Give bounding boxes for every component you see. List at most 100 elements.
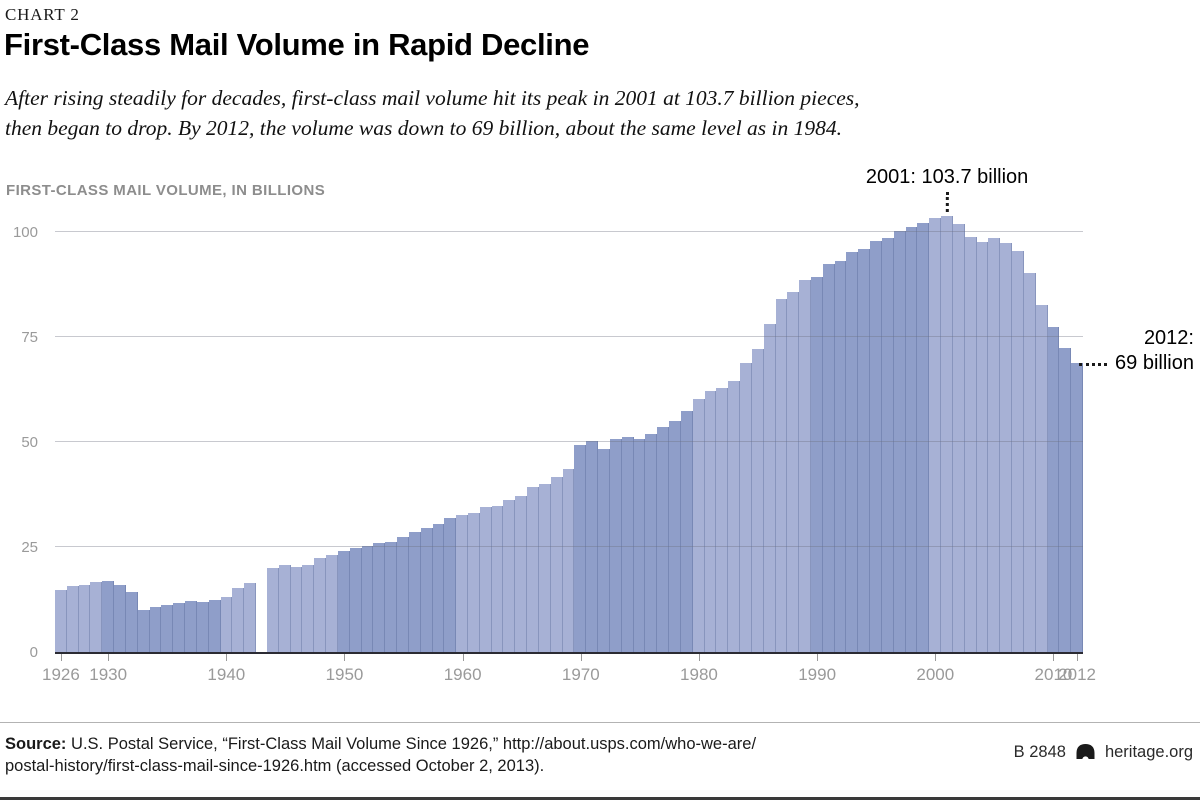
x-tick-2010 (1053, 654, 1055, 661)
bar-1933 (137, 610, 150, 652)
bar-1964 (503, 499, 516, 652)
bar-1952 (361, 545, 374, 652)
bar-2012 (1071, 363, 1084, 652)
x-tick-label-2000: 2000 (916, 665, 955, 684)
bar-2000 (929, 218, 942, 652)
bar-2006 (1000, 242, 1013, 652)
bar-1927 (66, 586, 79, 652)
bar-1931 (114, 584, 126, 652)
bar-1983 (728, 381, 741, 652)
bar-1993 (846, 252, 859, 652)
heritage-bell-icon (1076, 744, 1095, 762)
bar-1941 (232, 588, 245, 652)
bar-1988 (787, 292, 800, 652)
bar-1960 (456, 514, 468, 652)
bar-1949 (326, 554, 338, 652)
bar-1967 (538, 484, 551, 652)
x-tick-2000 (935, 654, 937, 661)
bar-1995 (870, 240, 882, 652)
bar-1977 (657, 427, 670, 652)
x-tick-1970 (580, 654, 582, 661)
bar-1962 (479, 507, 492, 652)
bar-2008 (1023, 273, 1036, 652)
bar-2005 (988, 237, 1001, 652)
peak-annotation: 2001: 103.7 billion (865, 166, 1029, 213)
bar-1985 (751, 349, 764, 652)
bar-1937 (185, 601, 197, 652)
bar-2010 (1047, 326, 1060, 652)
bar-1972 (598, 448, 610, 652)
bar-1928 (78, 584, 91, 652)
chart-subtitle: After rising steadily for decades, first… (5, 83, 860, 143)
bar-1989 (799, 279, 811, 652)
bar-1996 (881, 238, 894, 652)
bar-2009 (1035, 305, 1048, 652)
bar-1992 (834, 260, 847, 652)
subtitle-line-1: After rising steadily for decades, first… (5, 86, 860, 110)
bar-1991 (822, 263, 835, 652)
bar-1934 (149, 607, 162, 652)
bar-1978 (669, 421, 681, 652)
x-tick-label-1926: 1926 (41, 665, 80, 684)
y-tick-label-75: 75 (21, 329, 38, 346)
publication-meta: B 2848 heritage.org (1014, 742, 1193, 762)
bar-1994 (858, 249, 871, 652)
y-axis-title: FIRST-CLASS MAIL VOLUME, IN BILLIONS (6, 182, 326, 199)
x-tick-label-1930: 1930 (89, 665, 128, 684)
doc-id: B 2848 (1013, 742, 1066, 761)
page-title: First-Class Mail Volume in Rapid Decline (4, 27, 590, 62)
bar-1944 (266, 568, 279, 652)
bar-1997 (893, 230, 906, 652)
bar-1987 (775, 299, 788, 652)
bar-1984 (740, 362, 752, 652)
bar-1946 (290, 567, 303, 652)
bar-1966 (527, 486, 539, 652)
bar-1975 (633, 438, 646, 652)
bar-1998 (905, 227, 918, 652)
bar-1945 (278, 565, 291, 652)
bar-1951 (349, 547, 362, 652)
bar-1999 (917, 223, 930, 652)
bar-1982 (716, 387, 729, 652)
bar-1956 (408, 531, 421, 652)
peak-dotted-line (945, 192, 949, 213)
x-tick-label-1950: 1950 (325, 665, 364, 684)
bar-1930 (102, 581, 115, 652)
bar-1976 (645, 433, 658, 652)
bar-1932 (125, 591, 138, 652)
footer-divider (0, 722, 1200, 723)
x-tick-1940 (226, 654, 228, 661)
x-tick-1930 (108, 654, 110, 661)
bar-1936 (173, 602, 186, 652)
source-note: Source: U.S. Postal Service, “First-Clas… (5, 733, 756, 777)
x-tick-1980 (698, 654, 700, 661)
peak-annotation-label: 2001: 103.7 billion (865, 166, 1029, 189)
x-tick-1960 (462, 654, 464, 661)
bar-1938 (196, 602, 209, 652)
x-tick-label-2010: 2010 (1034, 665, 1073, 684)
x-tick-2012 (1077, 654, 1079, 661)
bar-2003 (964, 236, 977, 652)
bar-1942 (244, 583, 257, 652)
x-tick-label-2012: 2012 (1058, 665, 1096, 684)
bar-1969 (562, 469, 575, 652)
bar-1955 (397, 536, 409, 652)
y-axis-labels: 0 25 50 75 100 (6, 212, 48, 661)
bar-1953 (373, 542, 386, 652)
bar-1986 (763, 324, 776, 652)
chart-kicker: CHART 2 (5, 5, 80, 24)
bar-1965 (515, 496, 528, 652)
bar-1980 (692, 399, 705, 652)
bar-1963 (491, 505, 504, 652)
bar-1959 (444, 518, 457, 652)
last-annotation: 2012: 69 billion (1079, 326, 1194, 376)
bar-1929 (90, 582, 103, 652)
bars (55, 212, 1084, 652)
y-tick-label-50: 50 (21, 434, 38, 451)
bar-1961 (467, 512, 480, 652)
x-tick-label-1960: 1960 (443, 665, 482, 684)
bar-2007 (1012, 250, 1024, 652)
last-annotation-line1: 2012: (1143, 327, 1194, 350)
bar-2004 (976, 241, 989, 652)
bar-1940 (220, 596, 233, 652)
